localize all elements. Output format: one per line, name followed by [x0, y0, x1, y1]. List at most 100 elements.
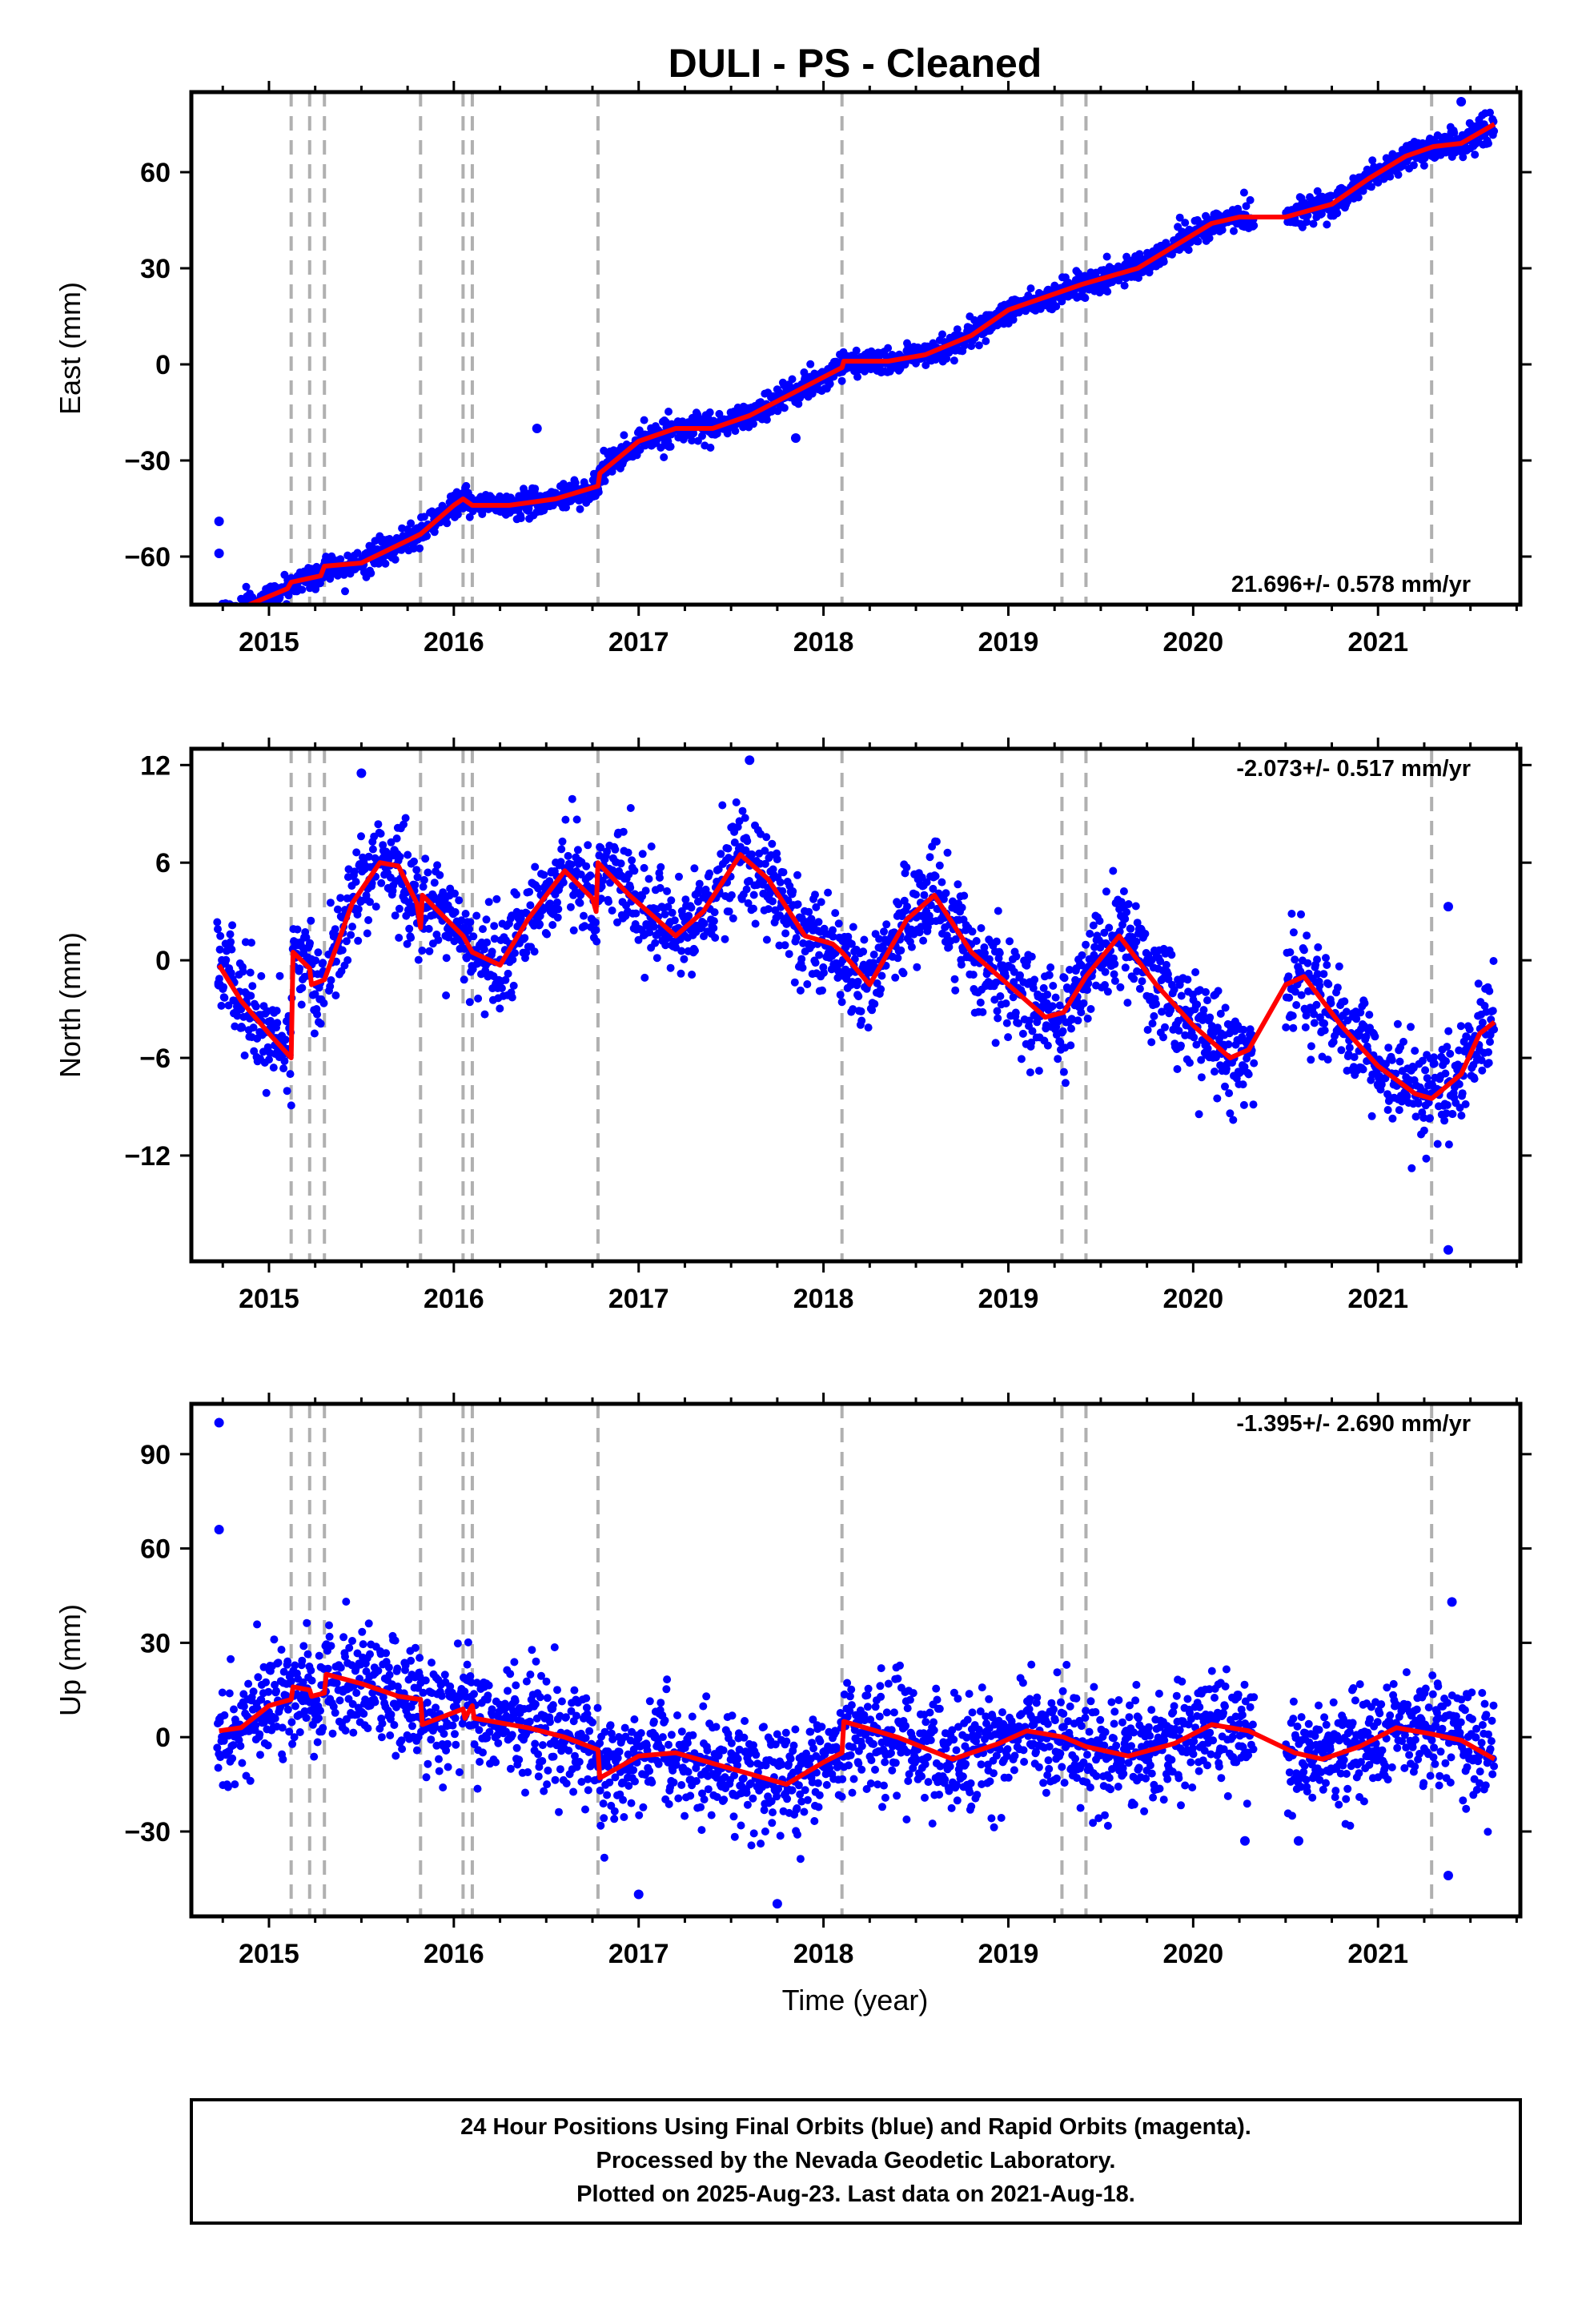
up-data-point [319, 1723, 327, 1732]
north-data-point [935, 861, 944, 870]
north-data-point [1297, 991, 1306, 999]
north-data-point [1292, 1001, 1301, 1009]
north-data-point [228, 921, 237, 930]
north-data-point [1203, 996, 1211, 1005]
north-data-point [1109, 866, 1118, 875]
north-data-point [238, 1023, 247, 1032]
up-data-point [254, 1673, 263, 1682]
north-data-point [1407, 1164, 1416, 1172]
north-data-point [1365, 1011, 1374, 1019]
north-data-point [864, 1023, 873, 1032]
up-data-point [227, 1655, 235, 1663]
east-data-point [688, 436, 697, 445]
north-data-point [1329, 1038, 1338, 1046]
north-data-point [1202, 987, 1210, 996]
north-data-point [1159, 1033, 1167, 1042]
north-data-point [246, 968, 255, 977]
north-data-point [364, 916, 373, 924]
north-data-point [1110, 959, 1119, 968]
north-data-point [265, 1055, 273, 1064]
north-data-point [311, 990, 319, 999]
north-data-point [1310, 1019, 1319, 1027]
north-data-point [985, 955, 994, 963]
north-data-point [1043, 1041, 1052, 1050]
up-data-point [225, 1689, 234, 1698]
north-data-point [773, 855, 781, 864]
east-data-point [1250, 221, 1259, 230]
north-data-point [957, 960, 966, 969]
north-data-point [1335, 962, 1343, 971]
north-data-point [239, 967, 247, 976]
north-data-point [922, 878, 931, 887]
north-data-point [1313, 970, 1322, 979]
north-data-point [534, 884, 543, 893]
north-data-point [776, 878, 785, 887]
north-data-point [240, 1051, 249, 1059]
north-data-point [691, 947, 699, 955]
north-data-point [1387, 1055, 1396, 1064]
north-data-point [951, 935, 960, 943]
north-data-point [1371, 1032, 1379, 1041]
north-data-point [913, 963, 921, 971]
north-data-point [1131, 902, 1140, 911]
north-data-point [1156, 957, 1165, 966]
north-data-point [1017, 1055, 1026, 1063]
north-data-point [764, 905, 773, 914]
north-data-point [1442, 1057, 1450, 1066]
north-data-point [580, 922, 589, 931]
north-data-point [1025, 1016, 1034, 1025]
north-data-point [926, 853, 934, 862]
north-data-point [1027, 952, 1036, 961]
north-data-point [807, 915, 816, 923]
east-data-point [1303, 218, 1311, 227]
north-data-point [769, 897, 777, 906]
north-data-point [554, 905, 563, 914]
north-data-point [958, 903, 966, 912]
north-data-point [1030, 975, 1039, 984]
east-data-point [806, 360, 815, 368]
north-data-point [564, 851, 572, 860]
east-y-tick-label: 60 [140, 158, 171, 188]
north-data-point [870, 999, 879, 1008]
north-data-point [705, 869, 714, 878]
north-data-point [1121, 963, 1130, 972]
north-data-point [1224, 1040, 1233, 1049]
north-data-point [761, 859, 769, 868]
north-y-tick-label: 6 [155, 848, 171, 879]
north-data-point [912, 891, 920, 899]
up-data-point [325, 1621, 333, 1630]
north-fit-line [217, 852, 1496, 1101]
north-data-point [557, 845, 566, 854]
north-data-point [484, 898, 493, 907]
north-data-point [1048, 1002, 1057, 1011]
north-data-point [543, 930, 552, 939]
north-data-point [1105, 923, 1114, 932]
north-data-point [798, 963, 807, 972]
north-data-point [1359, 1065, 1367, 1074]
north-data-point [1310, 1010, 1319, 1019]
north-data-point [540, 870, 548, 879]
north-data-point [368, 845, 377, 854]
north-data-point [792, 934, 801, 943]
up-data-point [310, 1752, 319, 1761]
east-data-point [1194, 237, 1203, 246]
north-data-point [247, 991, 255, 1000]
north-data-point [1206, 1013, 1215, 1022]
north-data-point [302, 933, 311, 942]
north-x-tick-label: 2015 [239, 1284, 299, 1314]
up-data-point [230, 1705, 238, 1714]
north-data-point [424, 868, 432, 877]
north-data-point [220, 993, 229, 1002]
north-data-point [663, 887, 672, 895]
north-data-point [413, 873, 422, 882]
north-data-point [496, 1004, 504, 1013]
north-data-point [530, 947, 539, 956]
north-data-point [1249, 1100, 1258, 1109]
up-data-point [253, 1620, 262, 1629]
north-data-point [724, 844, 733, 853]
east-data-point [1102, 252, 1111, 261]
north-data-point [1079, 999, 1088, 1007]
north-data-point [903, 903, 911, 911]
north-data-point [1488, 1007, 1497, 1015]
north-data-point [479, 925, 487, 934]
